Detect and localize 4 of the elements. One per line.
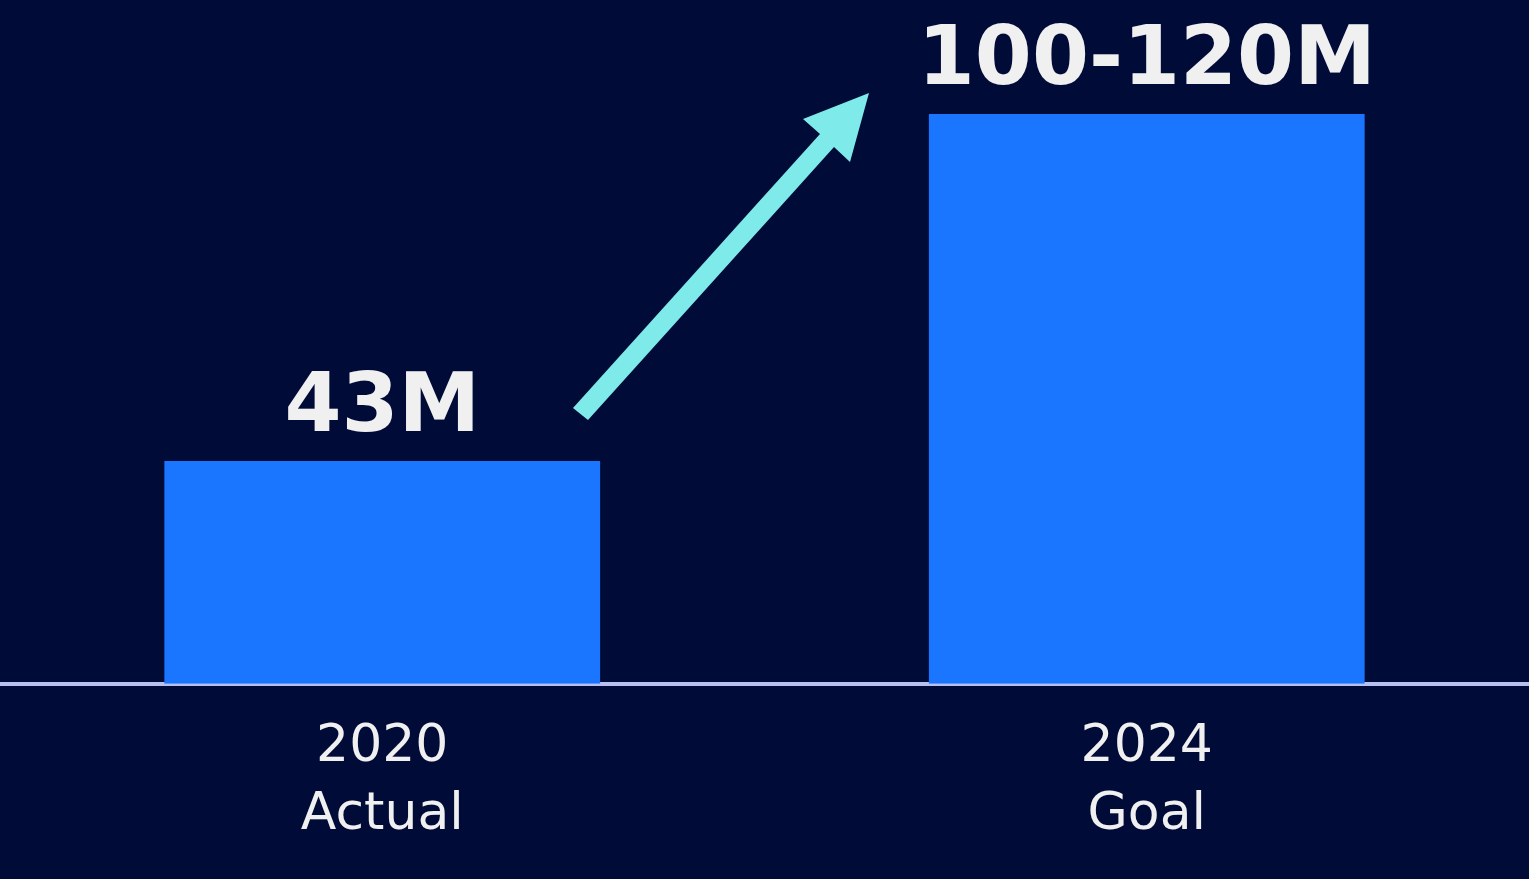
x-tick-label: 2024 Goal xyxy=(1080,713,1213,841)
data-label: 100-120M xyxy=(917,7,1376,103)
data-label: 43M xyxy=(284,355,481,451)
x-tick-label: 2020 Actual xyxy=(300,713,464,841)
